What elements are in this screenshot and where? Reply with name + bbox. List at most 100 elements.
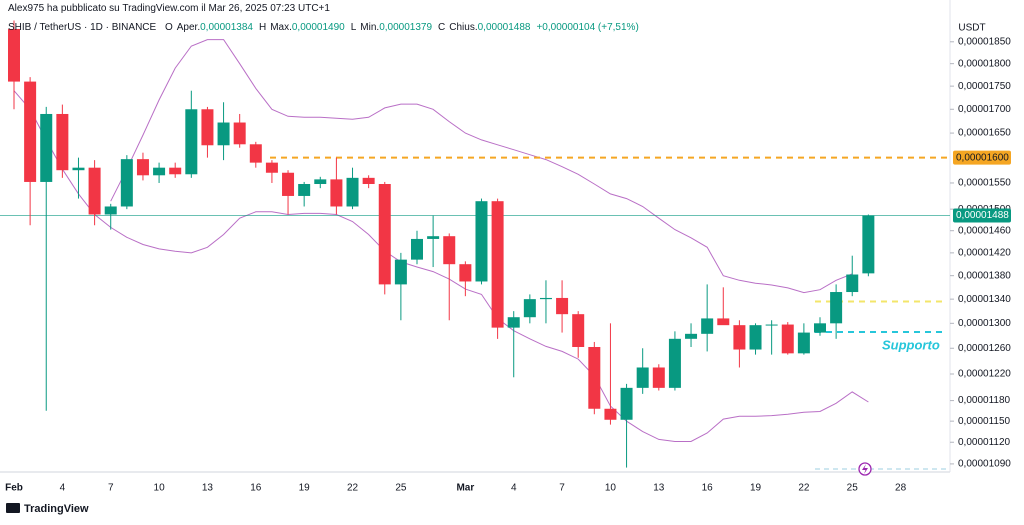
y-tick-label: 0,00001340: [958, 294, 1011, 305]
candle-body: [120, 159, 133, 207]
candle-body: [104, 206, 117, 215]
candle-body: [459, 264, 472, 282]
credit: Alex975 ha pubblicato su TradingView.com…: [8, 3, 330, 14]
y-tick-label: 0,00001420: [958, 248, 1011, 259]
candle-body: [814, 323, 826, 333]
candle-body: [491, 201, 504, 328]
legend-label: Min.: [360, 22, 380, 33]
candle-body: [797, 332, 810, 354]
y-tick-label: 0,00001380: [958, 270, 1011, 281]
legend-change: +0,00000104 (+7,51%): [536, 22, 639, 33]
legend-key: L: [350, 22, 357, 33]
candle-body: [523, 299, 536, 318]
y-tick-label: 0,00001850: [958, 36, 1011, 47]
band-lower: [13, 90, 869, 442]
candle-body: [411, 238, 423, 260]
legend-label: Aper.: [176, 22, 201, 33]
candle-body: [685, 333, 698, 339]
candle-body: [282, 172, 295, 196]
brand-logo: [6, 503, 20, 513]
candle-body: [265, 162, 278, 173]
candle-body: [668, 338, 681, 388]
price-label: 0,00001488: [956, 210, 1009, 221]
x-tick-label: 10: [154, 483, 166, 494]
candle-body: [781, 324, 794, 354]
candle-body: [330, 179, 343, 207]
candle-body: [346, 177, 359, 207]
x-tick-label: 13: [202, 483, 214, 494]
price-label-box: [953, 208, 1011, 223]
candle-body: [233, 122, 246, 145]
x-tick-label: 19: [750, 483, 762, 494]
candle-body: [24, 81, 37, 182]
candle-body: [88, 167, 101, 215]
y-tick-label: 0,00001300: [958, 318, 1011, 329]
currency: USDT: [958, 23, 985, 34]
legend-label: Chius.: [449, 22, 478, 33]
y-tick-label: 0,00001120: [958, 437, 1011, 448]
y-tick-label: 0,00001750: [958, 81, 1011, 92]
y-tick-label: 0,00001460: [958, 225, 1011, 236]
x-tick-label: 22: [347, 483, 359, 494]
candle-body: [604, 408, 617, 420]
candle-body: [652, 367, 665, 388]
x-tick-label: 25: [847, 483, 859, 494]
candle-body: [830, 292, 843, 324]
candle-body: [136, 159, 149, 176]
y-tick-label: 0,00001150: [958, 416, 1011, 427]
candle-body: [539, 297, 552, 300]
x-tick-label: 4: [511, 483, 517, 494]
y-tick-label: 0,00001800: [958, 58, 1011, 69]
candle-body: [733, 325, 746, 350]
candle-body: [427, 236, 440, 239]
y-tick-label: 0,00001090: [958, 459, 1011, 470]
legend-value: 0,00001384: [200, 22, 253, 33]
candle-body: [572, 314, 585, 347]
x-tick-label: 7: [559, 483, 565, 494]
y-tick-label: 0,00001650: [958, 128, 1011, 139]
x-tick-label: 16: [250, 483, 262, 494]
candle-body: [185, 109, 198, 175]
legend-key: H: [258, 22, 267, 33]
candle-body: [362, 177, 375, 185]
x-tick-label: 7: [108, 483, 114, 494]
ohlc-legend: SHIB / TetherUS · 1D · BINANCE O Aper.0,0…: [8, 22, 639, 33]
x-tick-label: Mar: [456, 483, 474, 494]
legend-value: 0,00001490: [291, 22, 345, 33]
candle-body: [169, 167, 182, 175]
x-tick-label: 25: [395, 483, 407, 494]
y-tick-label: 0,00001220: [958, 369, 1011, 380]
legend-key: O: [164, 22, 173, 33]
candle-body: [862, 215, 875, 274]
candle-body: [765, 324, 778, 326]
candle-body: [378, 184, 391, 285]
candle-body: [56, 113, 69, 171]
x-tick-label: 22: [798, 483, 810, 494]
y-tick-label: 0,00001550: [958, 178, 1011, 189]
level-label: Supporto: [882, 337, 940, 352]
candle-body: [749, 325, 762, 350]
brand: TradingView: [24, 503, 89, 515]
candle-body: [556, 297, 569, 315]
candle-body: [249, 144, 262, 163]
candle-body: [8, 28, 20, 82]
candle-body: [443, 236, 456, 265]
candle-body: [717, 318, 730, 326]
legend-value: 0,00001488: [477, 22, 531, 33]
price-label-box: [953, 150, 1011, 165]
candle-body: [217, 122, 230, 146]
candle-body: [201, 109, 214, 146]
candle-body: [701, 318, 714, 334]
x-tick-label: 19: [299, 483, 311, 494]
symbol: SHIB / TetherUS · 1D · BINANCE: [8, 22, 157, 33]
candle-body: [394, 259, 407, 285]
x-tick-label: 13: [653, 483, 665, 494]
candle-body: [588, 346, 601, 409]
x-tick-label: 28: [895, 483, 907, 494]
band-upper: [110, 39, 853, 294]
candle-body: [314, 179, 327, 185]
legend-value: 0,00001379: [379, 22, 433, 33]
candle-body: [298, 184, 311, 196]
